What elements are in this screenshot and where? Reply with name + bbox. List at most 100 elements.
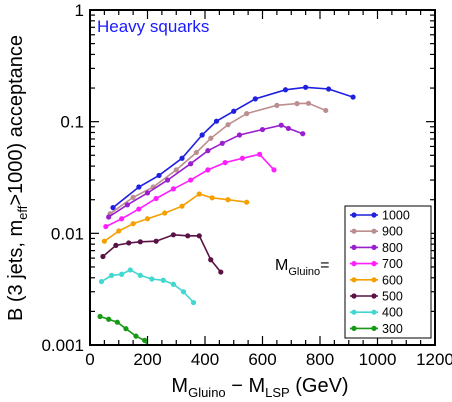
annotation-heavy-squarks: Heavy squarks <box>97 17 209 36</box>
legend-label: 600 <box>382 273 403 287</box>
data-point <box>160 277 166 283</box>
legend-marker <box>371 212 377 218</box>
data-point <box>219 140 225 146</box>
data-point <box>205 167 211 173</box>
data-point <box>350 94 356 100</box>
series-600 <box>101 191 250 244</box>
data-point <box>188 177 194 183</box>
legend-marker <box>371 309 377 315</box>
data-point <box>170 281 176 287</box>
data-point <box>100 253 106 260</box>
series-300 <box>97 313 150 345</box>
x-axis-title-sub-lsp: LSP <box>265 385 290 400</box>
series-700 <box>103 151 277 230</box>
data-point <box>303 84 309 90</box>
data-point <box>170 232 176 238</box>
data-point <box>110 204 116 211</box>
legend-marker <box>371 325 377 331</box>
legend-label: 400 <box>382 306 403 320</box>
data-point <box>222 159 228 166</box>
data-point <box>326 86 332 92</box>
legend-title-eq: = <box>320 257 329 274</box>
legend-marker <box>351 277 357 283</box>
data-point <box>133 333 139 339</box>
data-point <box>271 167 277 173</box>
series-group <box>97 84 356 345</box>
legend-label: 300 <box>382 322 403 336</box>
data-point <box>208 135 214 141</box>
legend-title-m: M <box>275 257 288 274</box>
x-tick-label: 200 <box>133 350 161 369</box>
legend-marker <box>351 309 357 315</box>
legend-entry-400: 400 <box>350 306 403 320</box>
data-point <box>294 101 300 107</box>
data-point <box>190 299 197 306</box>
data-point <box>180 289 187 295</box>
y-tick-labels: 1 0.1 0.01 0.001 <box>41 1 84 355</box>
data-point <box>225 122 231 128</box>
data-point <box>124 202 130 208</box>
plot-frame <box>89 9 436 346</box>
data-point <box>130 221 136 227</box>
data-point <box>127 267 133 273</box>
series-500 <box>100 232 224 275</box>
legend-marker <box>351 244 357 250</box>
data-point <box>98 278 105 285</box>
x-tick-label: 400 <box>191 350 219 369</box>
legend-entry-300: 300 <box>350 322 403 336</box>
legend-marker <box>371 293 377 299</box>
series-line-1000 <box>112 86 354 209</box>
y-axis-title-post: >1000) acceptance <box>5 35 27 206</box>
data-point <box>209 195 215 201</box>
data-point <box>193 149 199 156</box>
data-point <box>130 194 136 200</box>
data-point <box>274 102 280 108</box>
data-point <box>108 272 115 279</box>
series-line-400 <box>101 268 195 304</box>
legend-title: MGluino= <box>275 257 329 278</box>
y-tick-label: 0.1 <box>60 113 84 132</box>
data-point <box>149 276 155 282</box>
data-point <box>153 195 159 202</box>
data-point <box>153 238 159 244</box>
series-800 <box>106 122 306 220</box>
x-axis-title-minus: − M <box>226 375 265 397</box>
data-point <box>185 233 191 239</box>
data-point <box>323 107 329 114</box>
legend-box <box>344 205 432 339</box>
x-tick-label: 600 <box>248 350 276 369</box>
data-point <box>236 132 243 138</box>
legend-marker <box>371 228 377 234</box>
legend-label: 1000 <box>382 209 410 223</box>
data-point <box>239 155 245 161</box>
legend-marker <box>371 277 377 283</box>
legend-label: 700 <box>382 257 403 271</box>
legend-marker <box>351 261 357 267</box>
series-1000 <box>110 84 356 211</box>
series-400 <box>98 267 197 306</box>
data-point <box>170 186 176 192</box>
data-point <box>123 326 129 332</box>
legend-label: 900 <box>382 225 403 239</box>
data-point <box>126 240 132 246</box>
data-point <box>218 269 224 275</box>
data-point <box>114 319 120 325</box>
data-point <box>156 172 162 179</box>
legend-entry-500: 500 <box>350 290 403 304</box>
data-point <box>136 206 142 212</box>
legend: 1000 900 800 700 600 500 400 300 <box>344 205 432 339</box>
legend-entry-700: 700 <box>350 257 403 271</box>
x-tick-label: 800 <box>306 350 334 369</box>
data-point <box>188 161 194 167</box>
data-point <box>179 155 185 161</box>
data-point <box>173 167 179 173</box>
data-point <box>144 190 151 196</box>
data-point <box>113 242 119 248</box>
data-point <box>252 96 258 102</box>
data-point <box>231 108 237 114</box>
y-axis-title: B (3 jets, meff>1000) acceptance <box>5 35 30 321</box>
legend-entry-600: 600 <box>350 273 403 287</box>
legend-marker <box>351 293 357 299</box>
data-point <box>199 132 205 138</box>
